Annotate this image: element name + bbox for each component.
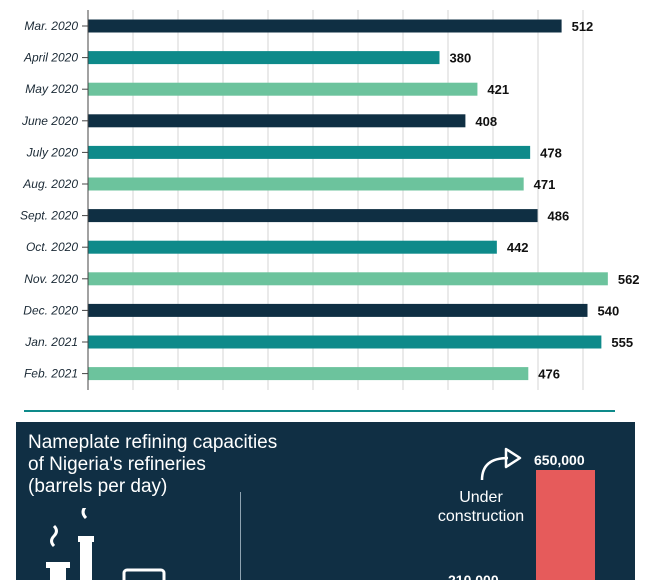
section-divider [24, 410, 615, 412]
value-label: 512 [572, 19, 594, 34]
category-label: Sept. 2020 [20, 209, 78, 223]
bar [88, 51, 440, 65]
value-label: 555 [611, 335, 633, 350]
bar [88, 303, 588, 317]
bar [88, 367, 529, 381]
category-label: Mar. 2020 [24, 19, 78, 33]
panel-title-line: (barrels per day) [28, 476, 168, 497]
category-label: Aug. 2020 [22, 177, 78, 191]
category-label: Oct. 2020 [26, 240, 78, 254]
panel-title-line: of Nigeria's refineries [28, 454, 206, 475]
curved-arrow-icon [480, 447, 522, 481]
bar [88, 240, 497, 254]
value-label: 540 [598, 303, 620, 318]
panel-title: Nameplate refining capacities of Nigeria… [28, 432, 348, 498]
under-construction-line: Under [459, 489, 503, 506]
monthly-bar-chart: Mar. 2020 512 April 2020 380 May 2020 421 June… [20, 10, 640, 390]
value-label: 442 [507, 240, 529, 255]
category-label: May 2020 [25, 82, 78, 96]
bar [88, 145, 531, 159]
bars-group: Mar. 2020 512 April 2020 380 May 2020 421 June… [20, 19, 640, 382]
refining-capacity-panel: Nameplate refining capacities of Nigeria… [16, 422, 635, 580]
value-label: 421 [487, 82, 509, 97]
value-label: 380 [450, 51, 472, 66]
category-label: June 2020 [21, 114, 78, 128]
capacity-bar [536, 470, 595, 580]
bar [88, 114, 466, 128]
value-label: 476 [538, 367, 560, 382]
category-label: April 2020 [23, 51, 78, 65]
category-label: July 2020 [26, 145, 79, 159]
bar [88, 335, 602, 349]
grid-lines [132, 10, 584, 390]
bar [88, 177, 524, 191]
bar [88, 82, 478, 96]
value-label: 486 [548, 209, 570, 224]
value-label: 471 [534, 177, 556, 192]
value-label: 562 [618, 272, 640, 287]
category-label: Dec. 2020 [23, 303, 78, 317]
refinery-icon [46, 508, 166, 580]
bar [88, 19, 562, 33]
bar [88, 209, 538, 223]
panel-separator [240, 492, 241, 580]
under-construction-line: construction [437, 508, 525, 525]
category-label: Nov. 2020 [24, 272, 78, 286]
panel-title-line: Nameplate refining capacities [28, 432, 278, 453]
capacity-value: 650,000 [534, 452, 585, 468]
bar [88, 272, 608, 286]
category-label: Feb. 2021 [24, 367, 78, 381]
under-construction-label: Under construction [421, 488, 541, 526]
value-label: 478 [540, 145, 562, 160]
partial-capacity-value: 210,000 [448, 572, 499, 580]
category-label: Jan. 2021 [24, 335, 78, 349]
value-label: 408 [475, 114, 497, 129]
